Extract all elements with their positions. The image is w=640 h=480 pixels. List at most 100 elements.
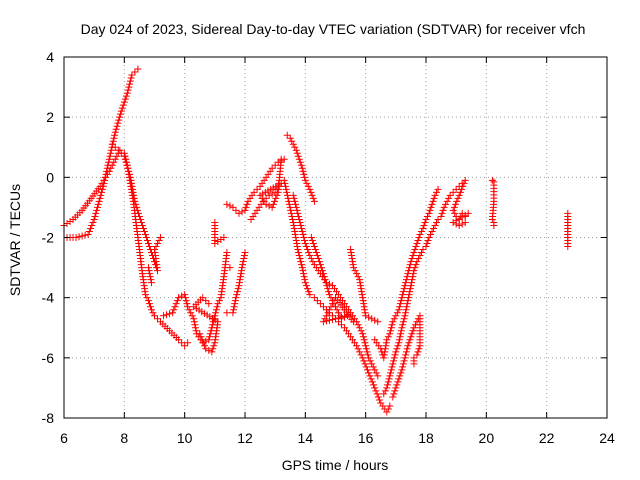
- data-point: [453, 197, 461, 205]
- data-point: [416, 252, 424, 260]
- data-point: [437, 212, 445, 220]
- data-point: [413, 240, 421, 248]
- data-point: [324, 285, 332, 293]
- data-marks-layer: [60, 65, 572, 416]
- data-point: [96, 194, 104, 202]
- data-point: [304, 246, 312, 254]
- data-point: [360, 357, 368, 365]
- data-point: [107, 146, 115, 154]
- data-point: [295, 155, 303, 163]
- data-point: [140, 227, 148, 235]
- data-point: [324, 309, 332, 317]
- data-point: [166, 310, 174, 318]
- data-point: [386, 330, 394, 338]
- data-point: [199, 339, 207, 347]
- y-tick-label: -4: [42, 290, 55, 306]
- data-point: [372, 369, 380, 377]
- data-point: [430, 194, 438, 202]
- data-point: [283, 188, 291, 196]
- data-point: [296, 255, 304, 263]
- data-point: [205, 336, 213, 344]
- data-point: [403, 303, 411, 311]
- data-point: [318, 267, 326, 275]
- data-point: [392, 312, 400, 320]
- data-point: [412, 243, 420, 251]
- data-point: [110, 134, 118, 142]
- data-point: [374, 318, 382, 326]
- data-point: [271, 197, 279, 205]
- data-point: [205, 346, 213, 354]
- data-point: [139, 224, 147, 232]
- data-point: [398, 366, 406, 374]
- data-point: [212, 306, 220, 314]
- data-point: [215, 297, 223, 305]
- x-tick-label: 20: [479, 430, 495, 446]
- data-point: [103, 167, 111, 175]
- data-point: [322, 279, 330, 287]
- data-point: [319, 318, 327, 326]
- data-point: [410, 267, 418, 275]
- data-point: [89, 218, 97, 226]
- data-point: [330, 297, 338, 305]
- data-point: [141, 291, 149, 299]
- x-tick-label: 14: [298, 430, 314, 446]
- data-point: [417, 227, 425, 235]
- data-point: [272, 194, 280, 202]
- data-point: [99, 182, 107, 190]
- data-point: [395, 375, 403, 383]
- data-point: [406, 336, 414, 344]
- data-point: [365, 369, 373, 377]
- data-point: [371, 316, 379, 324]
- data-point: [361, 360, 369, 368]
- data-point: [328, 315, 336, 323]
- data-point: [440, 203, 448, 211]
- data-point: [371, 384, 379, 392]
- data-point: [382, 339, 390, 347]
- x-tick-label: 18: [418, 430, 434, 446]
- data-point: [229, 309, 237, 317]
- data-point: [354, 321, 362, 329]
- data-point: [290, 194, 298, 202]
- data-point: [381, 387, 389, 395]
- data-point: [391, 351, 399, 359]
- data-point: [285, 200, 293, 208]
- data-point: [185, 306, 193, 314]
- data-point: [307, 234, 315, 241]
- data-point: [292, 234, 300, 241]
- y-tick-label: -6: [42, 350, 55, 366]
- data-point: [402, 351, 410, 359]
- data-point: [133, 203, 141, 211]
- data-point: [310, 243, 318, 251]
- data-point: [433, 218, 441, 226]
- data-point: [365, 354, 373, 362]
- data-point: [392, 348, 400, 356]
- data-point: [103, 164, 111, 172]
- data-point: [415, 345, 423, 353]
- data-point: [396, 303, 404, 311]
- data-point: [349, 261, 357, 269]
- data-point: [100, 179, 108, 187]
- data-point: [338, 321, 346, 329]
- data-point: [394, 342, 402, 350]
- data-point: [212, 309, 220, 317]
- data-point: [268, 190, 276, 198]
- data-point: [396, 372, 404, 380]
- data-point: [145, 267, 153, 275]
- data-point: [281, 179, 289, 187]
- data-point: [400, 285, 408, 293]
- data-point: [347, 246, 355, 254]
- data-point: [292, 237, 300, 245]
- data-point: [102, 170, 110, 178]
- data-point: [206, 333, 214, 341]
- data-point: [163, 311, 171, 319]
- data-point: [134, 206, 142, 214]
- data-point: [350, 318, 358, 326]
- data-point: [322, 312, 330, 320]
- data-point: [399, 291, 407, 299]
- data-point: [383, 336, 391, 344]
- data-point: [347, 249, 355, 257]
- data-point: [410, 324, 418, 332]
- data-point: [273, 191, 281, 199]
- data-point: [116, 110, 124, 118]
- data-point: [135, 212, 143, 220]
